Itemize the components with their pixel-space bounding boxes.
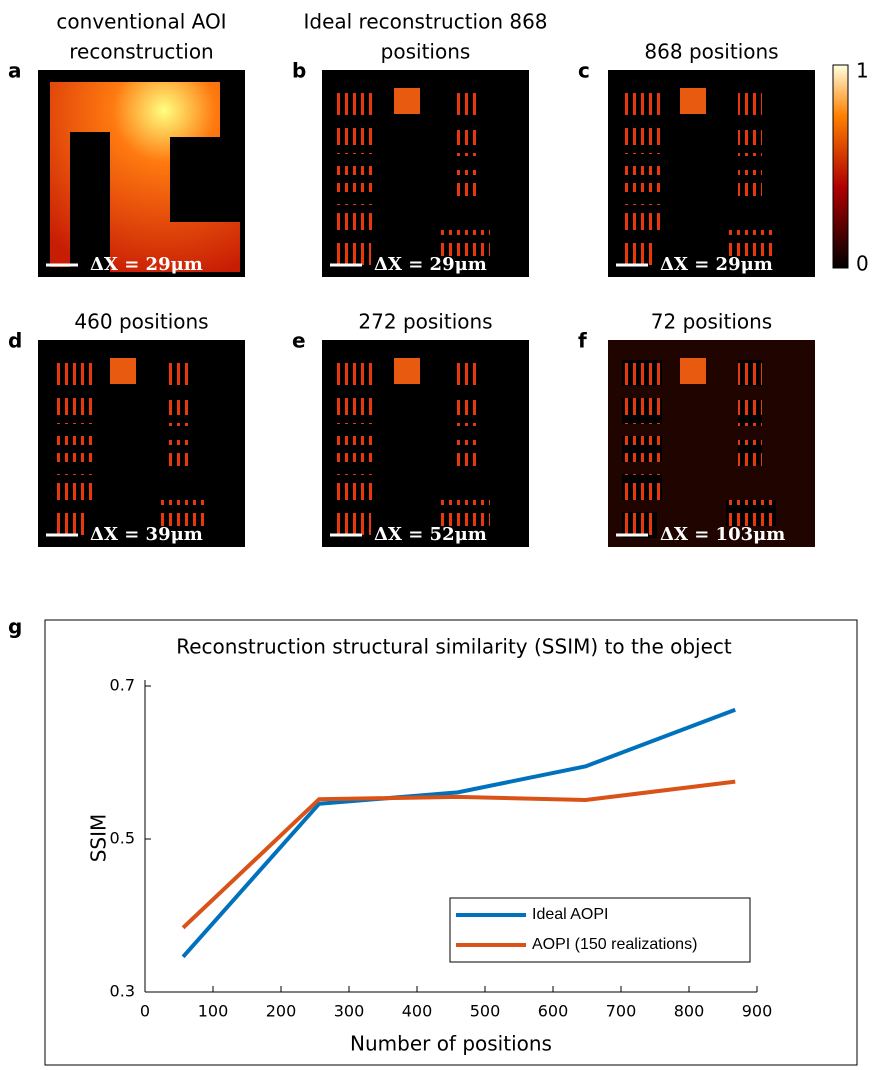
panel-title: 72 positions bbox=[651, 310, 772, 334]
image-content bbox=[336, 90, 376, 116]
image-content bbox=[50, 82, 240, 272]
scale-text: ΔX = 103μm bbox=[660, 524, 785, 545]
image-content bbox=[622, 90, 662, 116]
image-content bbox=[52, 398, 92, 424]
image-content bbox=[738, 130, 762, 156]
x-tick-label: 500 bbox=[470, 1002, 501, 1021]
x-tick-label: 700 bbox=[606, 1002, 637, 1021]
image-content bbox=[52, 436, 92, 462]
y-axis-label: SSIM bbox=[87, 814, 111, 863]
image-content bbox=[336, 398, 376, 424]
panel-label: d bbox=[8, 329, 22, 353]
image-content bbox=[452, 360, 476, 386]
panel-title: positions bbox=[381, 40, 471, 64]
scale-text: ΔX = 29μm bbox=[374, 254, 487, 275]
image-content bbox=[622, 128, 662, 154]
y-tick-label: 0.3 bbox=[110, 982, 135, 1001]
panel-label: a bbox=[8, 59, 22, 83]
x-axis-label: Number of positions bbox=[350, 1032, 552, 1056]
x-tick-label: 0 bbox=[140, 1002, 150, 1021]
y-tick-label: 0.5 bbox=[110, 829, 135, 848]
image-content bbox=[168, 440, 192, 466]
image-content bbox=[622, 204, 662, 230]
image-content bbox=[680, 88, 706, 114]
image-content bbox=[726, 500, 776, 526]
image-content bbox=[336, 128, 376, 154]
panel-title: Ideal reconstruction 868 bbox=[303, 10, 547, 34]
image-content bbox=[168, 400, 192, 426]
panel-label: g bbox=[8, 615, 22, 639]
image-content bbox=[622, 360, 662, 386]
x-tick-label: 200 bbox=[266, 1002, 297, 1021]
panel-title: 460 positions bbox=[74, 310, 208, 334]
panel-label: f bbox=[578, 329, 587, 353]
image-content bbox=[440, 230, 490, 256]
scale-text: ΔX = 52μm bbox=[374, 524, 487, 545]
line bbox=[181, 779, 736, 930]
image-content bbox=[738, 170, 762, 196]
image-content bbox=[726, 230, 776, 256]
x-tick-label: 800 bbox=[674, 1002, 705, 1021]
image-content bbox=[680, 358, 706, 384]
panel-title: 868 positions bbox=[644, 40, 778, 64]
image-content bbox=[156, 500, 206, 526]
image-content bbox=[110, 358, 136, 384]
image-content bbox=[622, 474, 662, 500]
image-content bbox=[622, 166, 662, 192]
image-content bbox=[336, 474, 376, 500]
panel-label: b bbox=[292, 59, 306, 83]
panel-title: 272 positions bbox=[358, 310, 492, 334]
image-content bbox=[452, 400, 476, 426]
panel-title: conventional AOI bbox=[56, 10, 226, 34]
colorbar bbox=[832, 64, 849, 269]
image-content bbox=[452, 130, 476, 156]
image-content bbox=[738, 400, 762, 426]
x-tick-label: 300 bbox=[334, 1002, 365, 1021]
image-content bbox=[52, 474, 92, 500]
image-content bbox=[168, 360, 192, 386]
image-content bbox=[622, 436, 662, 462]
chart-title: Reconstruction structural similarity (SS… bbox=[176, 635, 732, 659]
legend-label: Ideal AOPI bbox=[532, 906, 609, 923]
image-content bbox=[738, 90, 762, 116]
scale-text: ΔX = 39μm bbox=[90, 524, 203, 545]
scale-text: ΔX = 29μm bbox=[90, 254, 203, 275]
image-content bbox=[336, 360, 376, 386]
chart-frame bbox=[44, 619, 858, 1066]
image-content bbox=[452, 170, 476, 196]
image-content bbox=[336, 204, 376, 230]
image-content bbox=[394, 88, 420, 114]
image-content bbox=[622, 398, 662, 424]
scale-text: ΔX = 29μm bbox=[660, 254, 773, 275]
x-tick-label: 400 bbox=[402, 1002, 433, 1021]
colorbar-label: 1 bbox=[856, 59, 869, 83]
image-content bbox=[738, 440, 762, 466]
panel-label: e bbox=[292, 329, 306, 353]
image-content bbox=[394, 358, 420, 384]
legend-label: AOPI (150 realizations) bbox=[532, 936, 697, 953]
panel-label: c bbox=[578, 59, 590, 83]
image-content bbox=[52, 360, 92, 386]
x-tick-label: 900 bbox=[742, 1002, 773, 1021]
image-content bbox=[336, 166, 376, 192]
image-content bbox=[440, 500, 490, 526]
image-content bbox=[336, 436, 376, 462]
panel-title: reconstruction bbox=[69, 40, 213, 64]
line bbox=[181, 707, 736, 959]
image-content bbox=[452, 440, 476, 466]
image-content bbox=[452, 90, 476, 116]
x-tick-label: 600 bbox=[538, 1002, 569, 1021]
y-tick-label: 0.7 bbox=[110, 676, 135, 695]
x-tick-label: 100 bbox=[198, 1002, 229, 1021]
colorbar-label: 0 bbox=[856, 252, 869, 276]
image-content bbox=[738, 360, 762, 386]
legend bbox=[449, 897, 751, 963]
